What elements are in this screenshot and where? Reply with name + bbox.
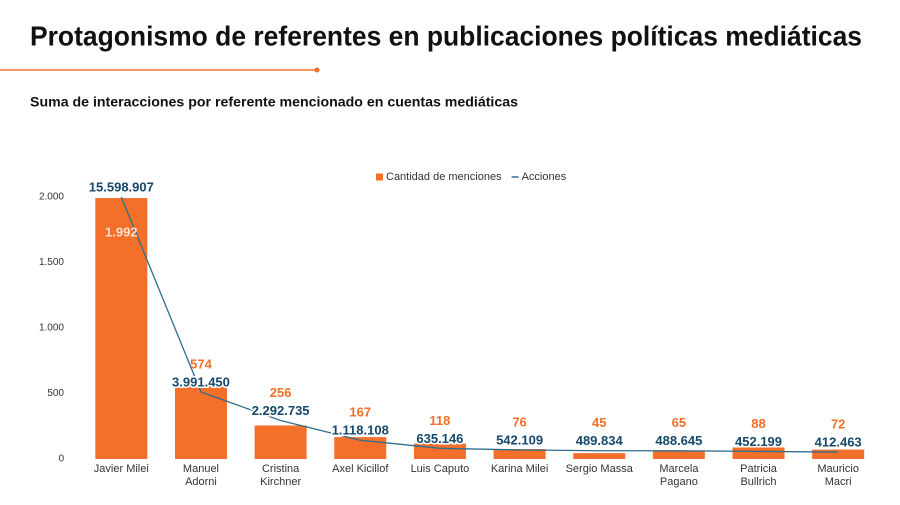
line-value-label: 489.834 — [576, 433, 624, 448]
line-value-label: 2.292.735 — [252, 403, 310, 418]
bar — [652, 450, 705, 459]
bar — [812, 449, 865, 459]
line-value-label: 412.463 — [815, 435, 862, 450]
y-tick-label: 2.000 — [39, 192, 64, 203]
bar-value-label: 167 — [349, 405, 371, 420]
bar-value-label: 72 — [831, 417, 845, 432]
line-value-label: 452.199 — [735, 434, 782, 449]
x-tick-label: Luis Caputo — [410, 463, 470, 475]
line — [120, 196, 839, 453]
y-tick-label: 1.500 — [39, 257, 64, 268]
bar-value-label: 118 — [429, 413, 450, 428]
line-value-label: 3.991.450 — [172, 374, 230, 389]
y-tick-label: 500 — [47, 388, 64, 399]
x-tick-label: Cristina Kirchner — [260, 463, 302, 488]
line-value-label: 1.118.108 — [332, 423, 389, 438]
chart-subtitle: Suma de interacciones por referente menc… — [30, 94, 518, 110]
line-value-label: 542.109 — [496, 432, 543, 447]
bar-value-label: 65 — [672, 415, 686, 430]
y-tick-label: 0 — [58, 454, 64, 465]
x-tick-label: Javier Milei — [93, 463, 149, 475]
title-rule-dot — [314, 67, 320, 73]
bar-value-label: 45 — [592, 415, 606, 430]
bar — [334, 437, 387, 459]
x-tick-label: Mauricio Macri — [817, 463, 859, 488]
bar — [493, 449, 546, 459]
line-value-label: 488.645 — [655, 433, 702, 448]
bar — [573, 453, 626, 459]
legend-label: Acciones — [522, 171, 567, 183]
x-tick-label: Axel Kicillof — [332, 463, 389, 475]
bar-value-label: 1.992 — [105, 224, 138, 239]
line-value-label: 15.598.907 — [89, 179, 154, 194]
line-value-label: 635.146 — [416, 431, 463, 446]
bar — [95, 198, 148, 459]
chart-title: Protagonismo de referentes en publicacio… — [30, 20, 862, 51]
x-tick-label: Sergio Massa — [565, 463, 633, 475]
legend-label: Cantidad de menciones — [386, 171, 502, 183]
bar-value-label: 88 — [751, 416, 765, 431]
x-tick-label: Patricia Bullrich — [740, 463, 777, 488]
x-tick-label: Marcela Pagano — [659, 463, 699, 488]
bar — [254, 425, 307, 459]
bar — [732, 447, 785, 459]
bar-value-label: 76 — [512, 414, 526, 429]
legend-swatch — [376, 173, 383, 181]
bar-value-label: 256 — [270, 385, 292, 400]
bar — [174, 383, 227, 459]
y-tick-label: 1.000 — [39, 323, 64, 334]
x-tick-label: Manuel Adorni — [182, 463, 219, 488]
x-tick-label: Karina Milei — [490, 463, 549, 475]
bar-value-label: 574 — [190, 356, 212, 371]
